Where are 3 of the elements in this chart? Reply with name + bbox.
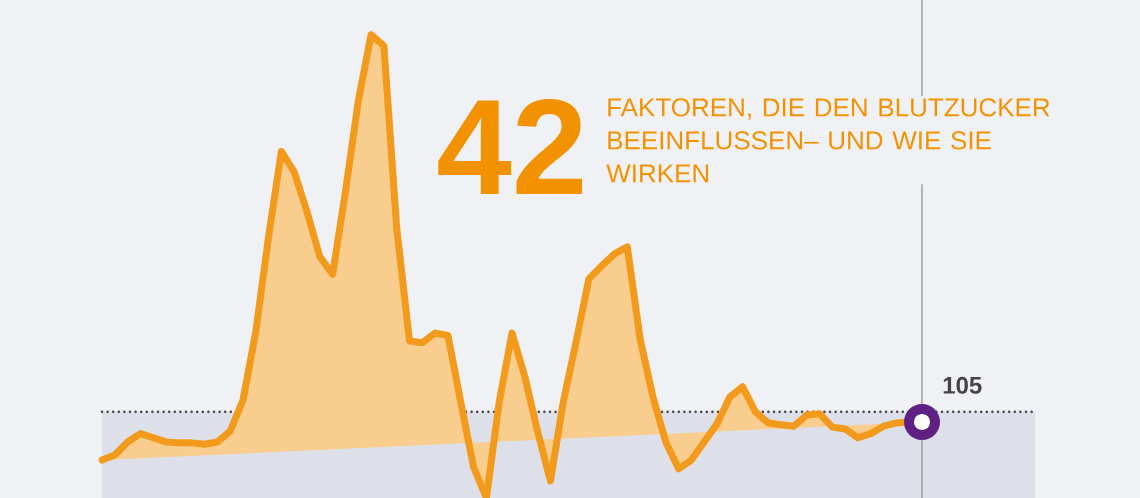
text: 105 xyxy=(943,376,982,394)
chart-title: 42 xyxy=(438,99,583,194)
text: FAKTOREN, DIE DEN BLUTZUCKER BEEINFLUSSEN– UND WIE SIE WIRKEN xyxy=(606,98,1050,183)
